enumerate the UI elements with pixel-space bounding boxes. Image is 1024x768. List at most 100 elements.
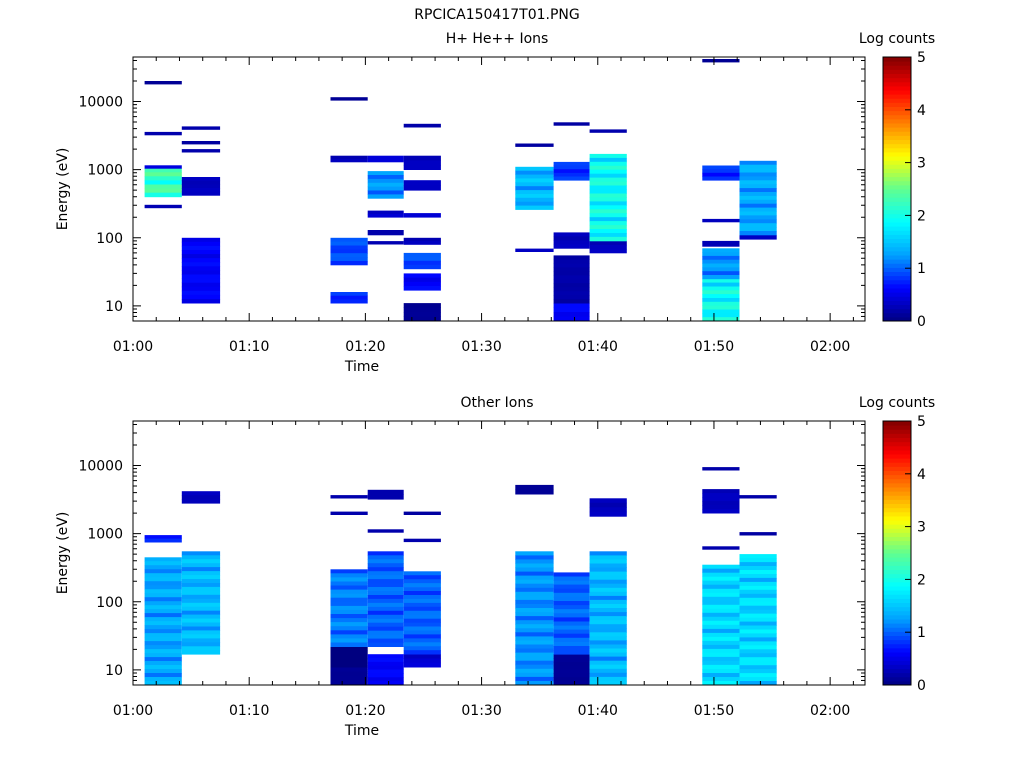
colorbar: 0 1 2 3 4 5 Log counts xyxy=(859,31,935,330)
colorbar-tick-label: 1 xyxy=(917,261,926,277)
energy-bin xyxy=(330,646,368,652)
energy-bin xyxy=(330,626,368,631)
energy-bin xyxy=(403,610,441,616)
colorbar-swatch xyxy=(883,602,911,608)
colorbar-swatch xyxy=(883,139,911,145)
colorbar-swatch xyxy=(883,639,911,645)
energy-bin xyxy=(515,190,554,195)
energy-bin xyxy=(515,583,554,589)
colorbar-swatch xyxy=(883,147,911,153)
colorbar-swatch xyxy=(883,524,911,529)
energy-bin xyxy=(144,681,182,686)
energy-bin xyxy=(181,579,221,584)
energy-bin xyxy=(702,255,740,261)
x-tick-label: 01:20 xyxy=(345,703,385,719)
colorbar-label: Log counts xyxy=(859,31,935,47)
energy-bin xyxy=(403,286,441,291)
energy-bin xyxy=(144,131,182,136)
energy-bin xyxy=(181,626,221,631)
energy-bin xyxy=(515,620,554,625)
energy-bin xyxy=(181,555,221,560)
energy-bin xyxy=(367,563,404,568)
colorbar-swatch xyxy=(883,279,911,285)
energy-bin xyxy=(739,637,777,642)
energy-bin xyxy=(515,559,554,564)
energy-bin xyxy=(403,241,441,245)
energy-bin xyxy=(589,676,627,682)
energy-bin xyxy=(367,634,404,640)
energy-bin xyxy=(515,680,554,686)
energy-bin xyxy=(330,630,368,635)
energy-bin xyxy=(589,498,627,504)
energy-bin xyxy=(144,617,182,622)
energy-bin xyxy=(553,637,590,643)
energy-bin xyxy=(739,585,777,591)
energy-bin xyxy=(589,209,627,214)
energy-bin xyxy=(144,593,182,598)
energy-bin xyxy=(739,227,777,232)
energy-bin xyxy=(330,663,368,668)
energy-bin xyxy=(144,573,182,578)
energy-bin xyxy=(702,309,740,314)
energy-bin xyxy=(403,606,441,612)
colorbar-frame xyxy=(882,420,912,686)
energy-bin xyxy=(403,237,441,242)
energy-bin xyxy=(367,551,404,556)
energy-bin xyxy=(553,307,590,313)
energy-bin xyxy=(181,282,221,288)
energy-bin xyxy=(181,266,221,271)
energy-bin xyxy=(403,591,441,596)
energy-bin xyxy=(367,610,404,616)
colorbar-swatch xyxy=(883,466,911,472)
colorbar-swatch xyxy=(883,433,911,439)
energy-bin xyxy=(515,612,554,617)
energy-bin xyxy=(589,502,627,508)
energy-bin xyxy=(403,630,441,635)
energy-bin xyxy=(739,581,777,587)
energy-bin xyxy=(330,245,368,250)
energy-bin xyxy=(702,169,740,174)
energy-bin xyxy=(515,599,554,605)
energy-bin xyxy=(589,248,627,254)
energy-bin xyxy=(515,668,554,674)
energy-bin xyxy=(181,618,221,623)
energy-bin xyxy=(367,175,404,180)
energy-bin xyxy=(144,585,182,590)
energy-bin xyxy=(702,165,740,170)
colorbar-swatch xyxy=(883,296,911,301)
energy-bin xyxy=(403,277,441,283)
energy-bin xyxy=(589,680,627,686)
colorbar-swatch xyxy=(883,557,911,562)
energy-bin xyxy=(367,587,404,592)
energy-bin xyxy=(589,668,627,674)
energy-bin xyxy=(553,263,590,268)
energy-bin xyxy=(589,511,627,517)
energy-bin xyxy=(330,253,368,258)
energy-bin xyxy=(181,594,221,600)
colorbar-swatch xyxy=(883,586,911,591)
energy-bin xyxy=(515,178,554,183)
energy-bin xyxy=(330,577,368,582)
energy-bin xyxy=(702,624,740,630)
colorbar-swatch xyxy=(883,660,911,665)
energy-bin xyxy=(181,294,221,300)
energy-bin xyxy=(403,598,441,604)
energy-bin xyxy=(739,562,777,567)
energy-bin xyxy=(181,638,221,643)
energy-bin xyxy=(589,567,627,572)
energy-bin xyxy=(181,499,221,504)
energy-bin xyxy=(589,129,627,133)
colorbar-swatch xyxy=(883,234,911,240)
energy-bin xyxy=(589,197,627,202)
energy-bin xyxy=(589,173,627,179)
energy-bin xyxy=(330,654,368,660)
colorbar-tick-label: 5 xyxy=(917,414,926,430)
colorbar-swatch xyxy=(883,226,911,231)
colorbar-swatch xyxy=(883,680,911,686)
energy-bin xyxy=(144,669,182,674)
energy-bin xyxy=(702,576,740,582)
y-tick-label: 100 xyxy=(96,231,123,247)
colorbar-swatch xyxy=(883,127,911,132)
energy-bin xyxy=(144,577,182,582)
